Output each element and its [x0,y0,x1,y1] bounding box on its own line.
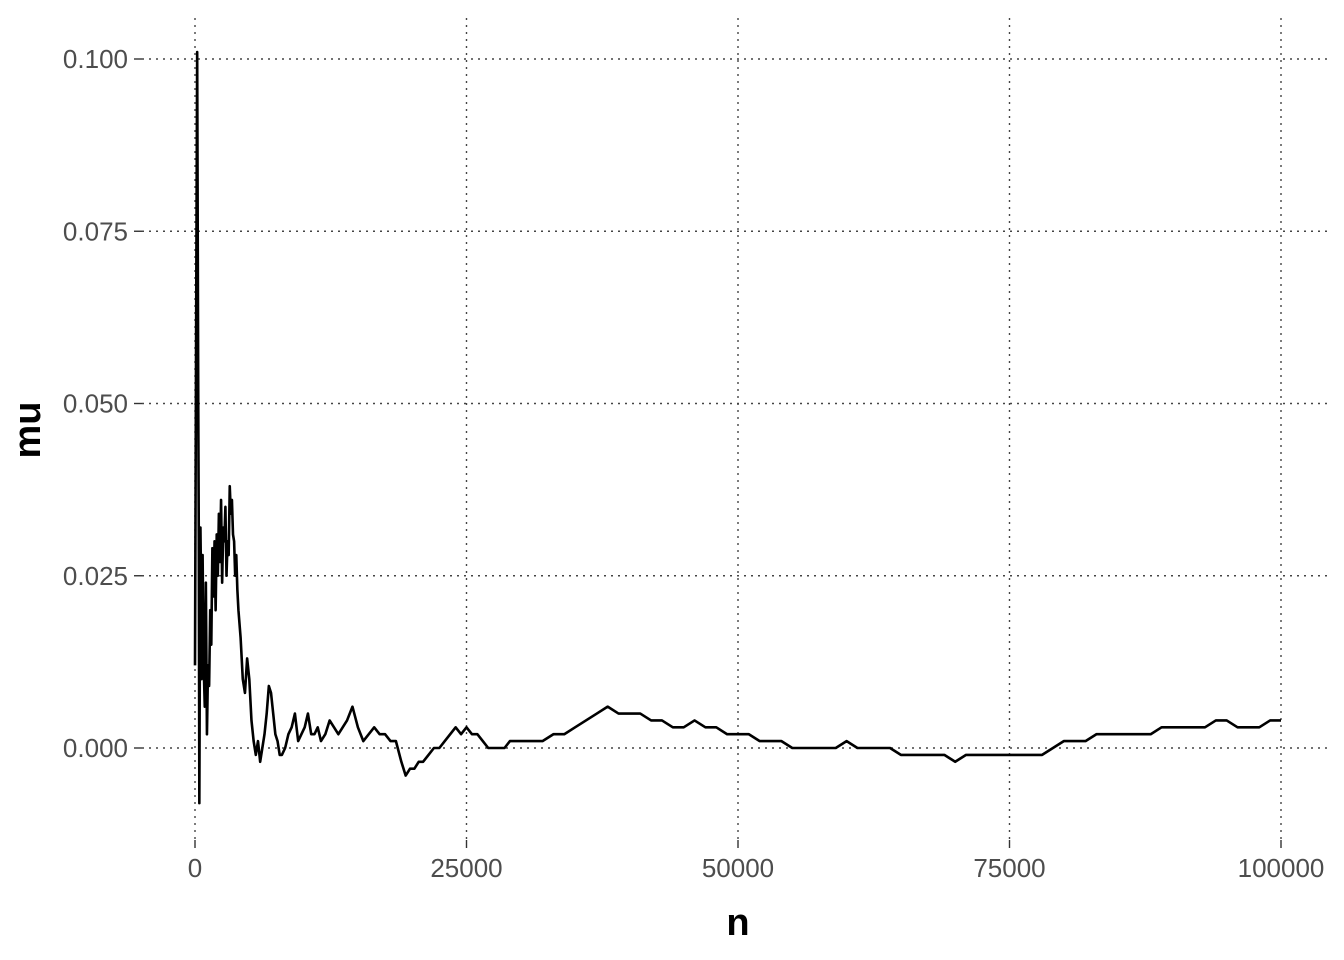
y-tick-label: 0.000 [63,733,128,763]
y-gridlines [142,58,1330,749]
y-tick-label: 0.075 [63,216,128,246]
x-axis-title: n [726,902,749,944]
x-gridlines [194,18,1282,840]
x-tick-label: 25000 [430,853,502,883]
x-tick-marks [194,840,1282,848]
y-tick-label: 0.100 [63,44,128,74]
x-tick-label: 50000 [702,853,774,883]
x-tick-labels: 0 25000 50000 75000 100000 [188,853,1325,883]
y-axis-title: mu [7,402,49,459]
x-tick-label: 0 [188,853,202,883]
y-tick-label: 0.050 [63,389,128,419]
series-line-mu [193,50,1281,805]
y-tick-label: 0.025 [63,561,128,591]
x-tick-label: 75000 [973,853,1045,883]
y-tick-marks [134,58,142,749]
x-tick-label: 100000 [1238,853,1325,883]
y-tick-labels: 0.000 0.025 0.050 0.075 0.100 [63,44,128,763]
